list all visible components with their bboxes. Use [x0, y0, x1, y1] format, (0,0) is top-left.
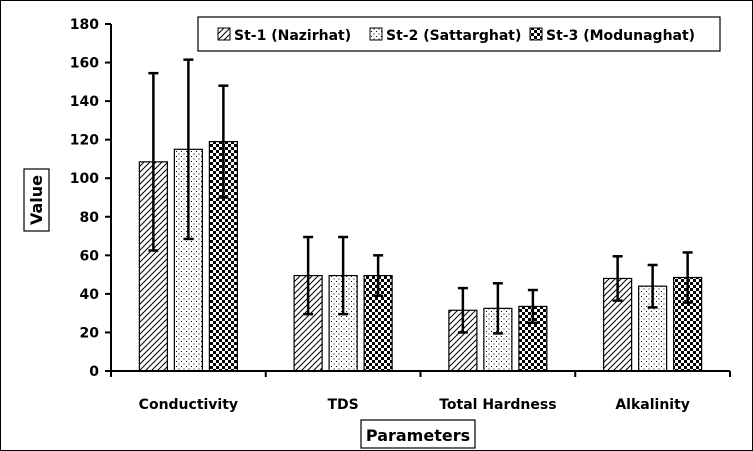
- x-category-label: Alkalinity: [615, 397, 690, 413]
- legend-label-st2: St-2 (Sattarghat): [386, 28, 521, 44]
- y-axis-title-group: Value: [23, 168, 50, 232]
- legend-swatch-st3: [529, 27, 543, 41]
- y-axis: 0 20 40 60 80 100 120 140 160 180: [70, 17, 112, 380]
- legend-label-st3: St-3 (Modunaghat): [546, 28, 695, 44]
- y-tick-label: 20: [80, 325, 100, 341]
- legend-swatch-st1: [217, 27, 231, 41]
- legend: St-1 (Nazirhat) St-2 (Sattarghat) St-3 (…: [197, 16, 721, 52]
- y-tick-label: 160: [70, 56, 99, 72]
- x-category-label: TDS: [327, 397, 358, 413]
- y-tick-label: 60: [80, 248, 100, 264]
- x-axis-title: Parameters: [366, 426, 470, 445]
- y-axis-title-box: [23, 168, 50, 232]
- x-axis-title-group: Parameters: [360, 419, 476, 449]
- y-tick-label: 180: [70, 17, 99, 33]
- y-axis-title: Value: [27, 175, 46, 225]
- x-axis-title-box: [360, 419, 476, 449]
- y-tick-label: 100: [70, 171, 99, 187]
- x-axis: Conductivity TDS Total Hardness Alkalinity: [110, 370, 731, 413]
- y-tick-label: 140: [70, 94, 99, 110]
- y-tick-label: 80: [80, 210, 100, 226]
- bar-1-2: [293, 274, 323, 372]
- y-tick-label: 40: [80, 287, 100, 303]
- legend-swatch-st2: [369, 27, 383, 41]
- x-category-label: Total Hardness: [439, 397, 556, 413]
- bars-group: [138, 58, 703, 372]
- legend-label-st1: St-1 (Nazirhat): [234, 28, 351, 44]
- x-category-label: Conductivity: [139, 397, 238, 413]
- legend-box: [197, 16, 721, 52]
- y-tick-label: 0: [89, 364, 99, 380]
- y-tick-label: 120: [70, 133, 99, 149]
